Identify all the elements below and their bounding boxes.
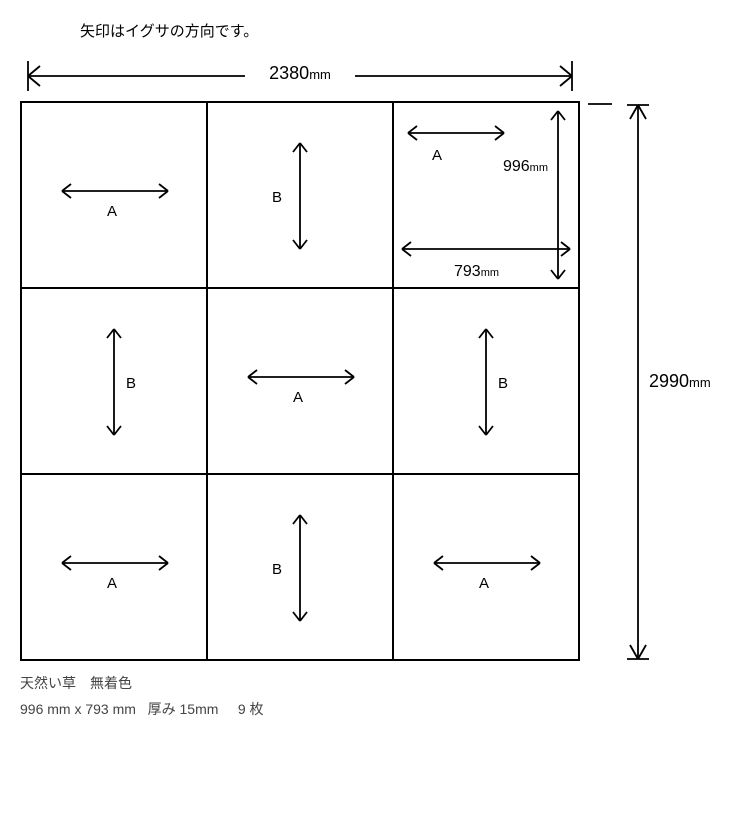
- grid-cell: A: [393, 474, 579, 660]
- cell-label: B: [272, 189, 282, 206]
- grid-cell: A: [21, 102, 207, 288]
- cell-label: B: [498, 375, 508, 392]
- height-unit: mm: [689, 375, 711, 390]
- cell-label: B: [126, 375, 136, 392]
- cell-label: A: [432, 147, 442, 164]
- double-arrow-vertical-icon: [290, 513, 310, 623]
- grid-cell: B: [207, 474, 393, 660]
- height-value: 2990: [649, 371, 689, 391]
- footer-line2: 996 mm x 793 mm 厚み 15mm 9 枚: [20, 699, 720, 719]
- double-arrow-horizontal-icon: [60, 181, 170, 201]
- right-dimension-label: 2990mm: [649, 371, 711, 392]
- footer-thickness-label: 厚み: [148, 701, 176, 717]
- arrow-direction-note: 矢印はイグサの方向です。: [80, 20, 720, 41]
- grid-wrap: A B A 996: [20, 101, 720, 661]
- top-dimension-row: 2380mm: [20, 51, 580, 101]
- diagram-container: 矢印はイグサの方向です。 2380mm: [20, 20, 720, 719]
- grid-cell: B: [393, 288, 579, 474]
- double-arrow-horizontal-icon: [400, 239, 572, 259]
- cell-label: B: [272, 561, 282, 578]
- grid-cell: A: [207, 288, 393, 474]
- footer-size: 996 mm x 793 mm: [20, 701, 136, 717]
- width-value: 2380: [269, 63, 309, 83]
- cell-label: A: [293, 389, 303, 406]
- double-arrow-horizontal-icon: [60, 553, 170, 573]
- width-unit: mm: [309, 67, 331, 82]
- double-arrow-vertical-icon: [476, 327, 496, 437]
- grid-cell: B: [207, 102, 393, 288]
- right-dimension: 2990mm: [625, 101, 715, 663]
- footer-line1: 天然い草 無着色: [20, 673, 720, 693]
- grid-cell: B: [21, 288, 207, 474]
- cell-label: A: [479, 575, 489, 592]
- footer-thickness-value: 15mm: [180, 701, 219, 717]
- tatami-grid: A B A 996: [20, 101, 580, 661]
- inner-width-label: 793mm: [454, 263, 499, 281]
- footer-count: 9: [238, 701, 246, 717]
- top-dimension-label: 2380mm: [245, 63, 355, 84]
- cell-label: A: [107, 203, 117, 220]
- double-arrow-horizontal-icon: [432, 553, 542, 573]
- double-arrow-vertical-icon: [290, 141, 310, 251]
- double-arrow-horizontal-icon: [246, 367, 356, 387]
- footer-count-unit: 枚: [250, 701, 264, 717]
- cell-label: A: [107, 575, 117, 592]
- double-arrow-vertical-icon: [104, 327, 124, 437]
- footer: 天然い草 無着色 996 mm x 793 mm 厚み 15mm 9 枚: [20, 673, 720, 719]
- row-tick: [588, 99, 618, 109]
- grid-cell: A 996mm 793mm: [393, 102, 579, 288]
- grid-cell: A: [21, 474, 207, 660]
- inner-height-label: 996mm: [503, 158, 548, 176]
- double-arrow-horizontal-icon: [406, 123, 506, 143]
